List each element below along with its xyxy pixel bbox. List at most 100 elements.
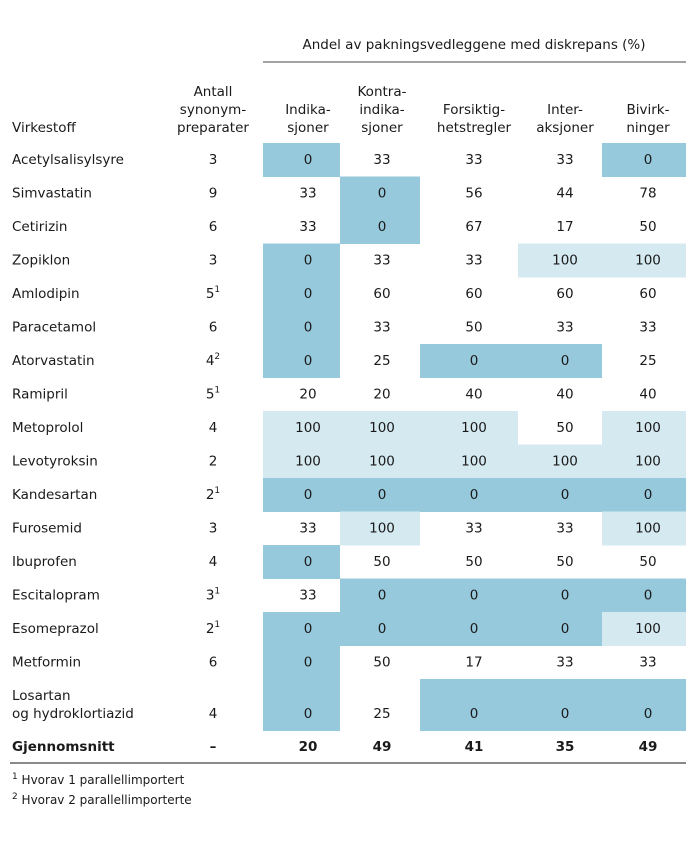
cell-value: 67 bbox=[465, 219, 482, 235]
cell-value: 50 bbox=[556, 554, 573, 570]
cell-value: 0 bbox=[378, 487, 387, 503]
cell-value: 50 bbox=[373, 655, 390, 671]
footnote-text: Hvorav 1 parallellimportert bbox=[18, 773, 185, 787]
column-header: Virkestoff bbox=[12, 120, 76, 136]
drug-name: Escitalopram bbox=[12, 588, 100, 604]
footnote: 1 Hvorav 1 parallellimportert bbox=[12, 772, 185, 787]
column-header: sjoner bbox=[361, 120, 403, 136]
cell-value: 0 bbox=[378, 621, 387, 637]
cell-value: 0 bbox=[561, 588, 570, 604]
column-header: Antall bbox=[194, 84, 233, 100]
cell-shade bbox=[518, 243, 602, 278]
cell-value: 0 bbox=[644, 152, 653, 168]
cell-value: 0 bbox=[561, 353, 570, 369]
cell-value: 0 bbox=[644, 487, 653, 503]
cell-value: 17 bbox=[556, 219, 573, 235]
drug-name: Furosemid bbox=[12, 521, 82, 537]
cell-value: 33 bbox=[465, 152, 482, 168]
footnote-ref: 1 bbox=[214, 385, 220, 395]
cell-shade bbox=[518, 478, 602, 512]
cell-value: 40 bbox=[556, 387, 573, 403]
cell-value: 100 bbox=[635, 621, 661, 637]
footnote-marker: 2 bbox=[12, 792, 18, 802]
drug-name: Levotyroksin bbox=[12, 454, 98, 470]
cell-shade bbox=[518, 612, 602, 646]
drug-name: Cetirizin bbox=[12, 219, 67, 235]
cell-shade bbox=[518, 444, 602, 479]
cell-shade bbox=[602, 243, 686, 278]
cell-shade bbox=[340, 612, 420, 646]
drug-name: Acetylsalisylsyre bbox=[12, 152, 124, 168]
cell-value: 50 bbox=[373, 554, 390, 570]
count: 6 bbox=[209, 320, 218, 336]
cell-shade bbox=[340, 511, 420, 546]
cell-value: 33 bbox=[556, 320, 573, 336]
cell-shade bbox=[518, 578, 602, 613]
drug-name: Ibuprofen bbox=[12, 554, 77, 570]
cell-value: 17 bbox=[465, 655, 482, 671]
cell-shade bbox=[420, 612, 518, 646]
count: 3 bbox=[209, 152, 218, 168]
cell-value: 0 bbox=[304, 320, 313, 336]
drug-name: Amlodipin bbox=[12, 286, 80, 302]
cell-shade bbox=[263, 243, 340, 278]
average-value: 41 bbox=[465, 739, 484, 755]
count-value: 6 bbox=[209, 219, 218, 235]
count: 21 bbox=[206, 620, 220, 638]
cell-value: 60 bbox=[465, 286, 482, 302]
column-header: synonym- bbox=[180, 102, 247, 118]
cell-shade bbox=[263, 645, 340, 680]
count-value: 2 bbox=[206, 621, 215, 637]
cell-value: 100 bbox=[635, 454, 661, 470]
cell-value: 33 bbox=[373, 152, 390, 168]
cell-value: 33 bbox=[299, 588, 316, 604]
cell-shade bbox=[263, 344, 340, 378]
cell-value: 0 bbox=[304, 487, 313, 503]
cell-value: 25 bbox=[373, 706, 390, 722]
count: 3 bbox=[209, 521, 218, 537]
cell-value: 33 bbox=[465, 521, 482, 537]
count-value: 5 bbox=[206, 286, 215, 302]
drug-name: Zopiklon bbox=[12, 253, 70, 269]
footnote-text: Hvorav 2 parallellimporterte bbox=[18, 793, 192, 807]
cell-value: 20 bbox=[373, 387, 390, 403]
cell-shade bbox=[263, 411, 340, 445]
count-value: – bbox=[210, 739, 217, 755]
cell-value: 0 bbox=[304, 286, 313, 302]
footnote-marker: 1 bbox=[12, 772, 18, 782]
cell-value: 0 bbox=[304, 621, 313, 637]
cell-shade bbox=[340, 444, 420, 479]
cell-value: 100 bbox=[295, 420, 321, 436]
cell-value: 0 bbox=[304, 655, 313, 671]
cell-shade bbox=[420, 411, 518, 445]
cell-shade bbox=[263, 478, 340, 512]
cell-shade bbox=[263, 310, 340, 345]
cell-shade bbox=[263, 545, 340, 579]
cell-shade bbox=[263, 612, 340, 646]
column-header: Inter- bbox=[547, 102, 583, 118]
column-header: sjoner bbox=[287, 120, 329, 136]
count-value: 3 bbox=[209, 152, 218, 168]
count-value: 3 bbox=[209, 253, 218, 269]
cell-value: 100 bbox=[295, 454, 321, 470]
cell-value: 25 bbox=[639, 353, 656, 369]
cell-value: 20 bbox=[299, 387, 316, 403]
cell-value: 50 bbox=[556, 420, 573, 436]
cell-value: 60 bbox=[639, 286, 656, 302]
drug-name: Metoprolol bbox=[12, 420, 83, 436]
cell-shade bbox=[420, 478, 518, 512]
cell-shade bbox=[340, 478, 420, 512]
count: 2 bbox=[209, 454, 218, 470]
cell-value: 56 bbox=[465, 186, 482, 202]
count: 4 bbox=[209, 554, 218, 570]
count-value: 3 bbox=[209, 521, 218, 537]
column-header: Indika- bbox=[285, 102, 331, 118]
cell-value: 0 bbox=[304, 554, 313, 570]
cell-shade bbox=[602, 511, 686, 546]
count: 9 bbox=[209, 186, 218, 202]
average-value: 49 bbox=[373, 739, 392, 755]
cell-shade bbox=[602, 478, 686, 512]
cell-value: 50 bbox=[465, 554, 482, 570]
cell-value: 0 bbox=[378, 186, 387, 202]
